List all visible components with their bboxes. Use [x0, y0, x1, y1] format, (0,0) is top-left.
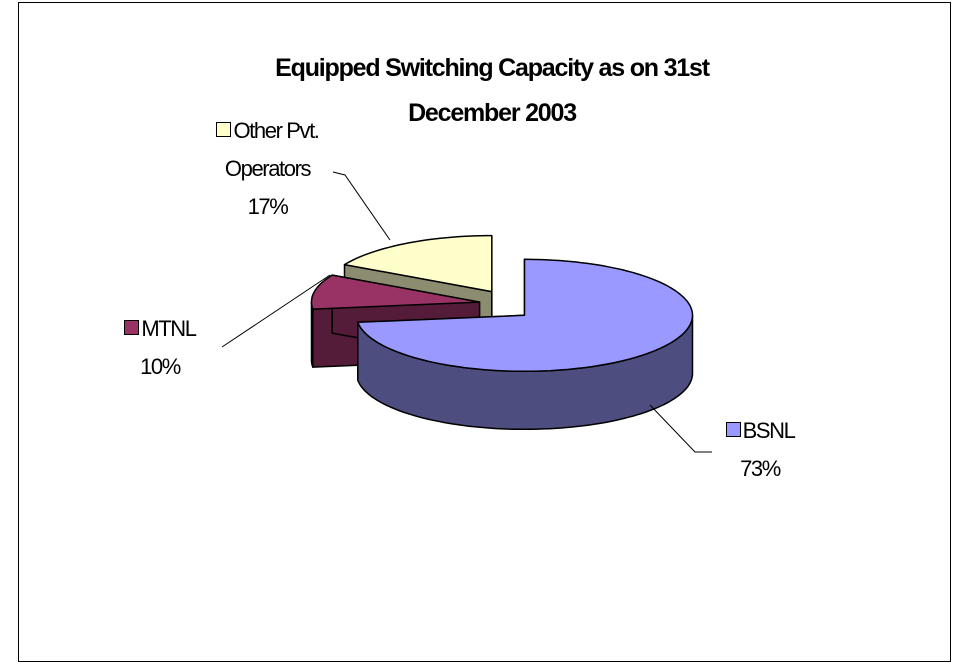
legend-key: [216, 122, 232, 137]
value-label: 17%: [247, 194, 289, 219]
legend-key: [725, 422, 741, 437]
category-name: MTNL: [141, 316, 197, 341]
chart-title: Equipped Switching Capacity as on 31st D…: [275, 54, 710, 127]
slice-top: [357, 258, 694, 373]
leader-line: [332, 171, 391, 241]
slice-top: [343, 234, 493, 293]
value-label: 10%: [140, 354, 181, 379]
leader-line: [221, 274, 331, 348]
slice-top: [310, 274, 481, 310]
slice-label: BSNL 73%: [700, 412, 820, 488]
category-name: BSNL: [742, 418, 796, 443]
slice-name: BSNL: [700, 412, 820, 450]
slice-name: Other Pvt. Operators: [185, 112, 350, 188]
page: {"chart_data": {"type": "pie", "title": …: [18, 2, 951, 662]
chart: [221, 171, 712, 453]
pie-slice: [357, 258, 694, 431]
leader-line: [649, 404, 712, 453]
slice-name: MTNL: [100, 310, 220, 348]
slice-label: Other Pvt. Operators 17%: [185, 112, 350, 226]
category-name: Other Pvt. Operators: [224, 118, 320, 181]
slice-label: MTNL 10%: [100, 310, 220, 386]
slice-wall: [310, 301, 314, 368]
legend-key: [124, 320, 140, 335]
value-label: 73%: [740, 456, 781, 481]
